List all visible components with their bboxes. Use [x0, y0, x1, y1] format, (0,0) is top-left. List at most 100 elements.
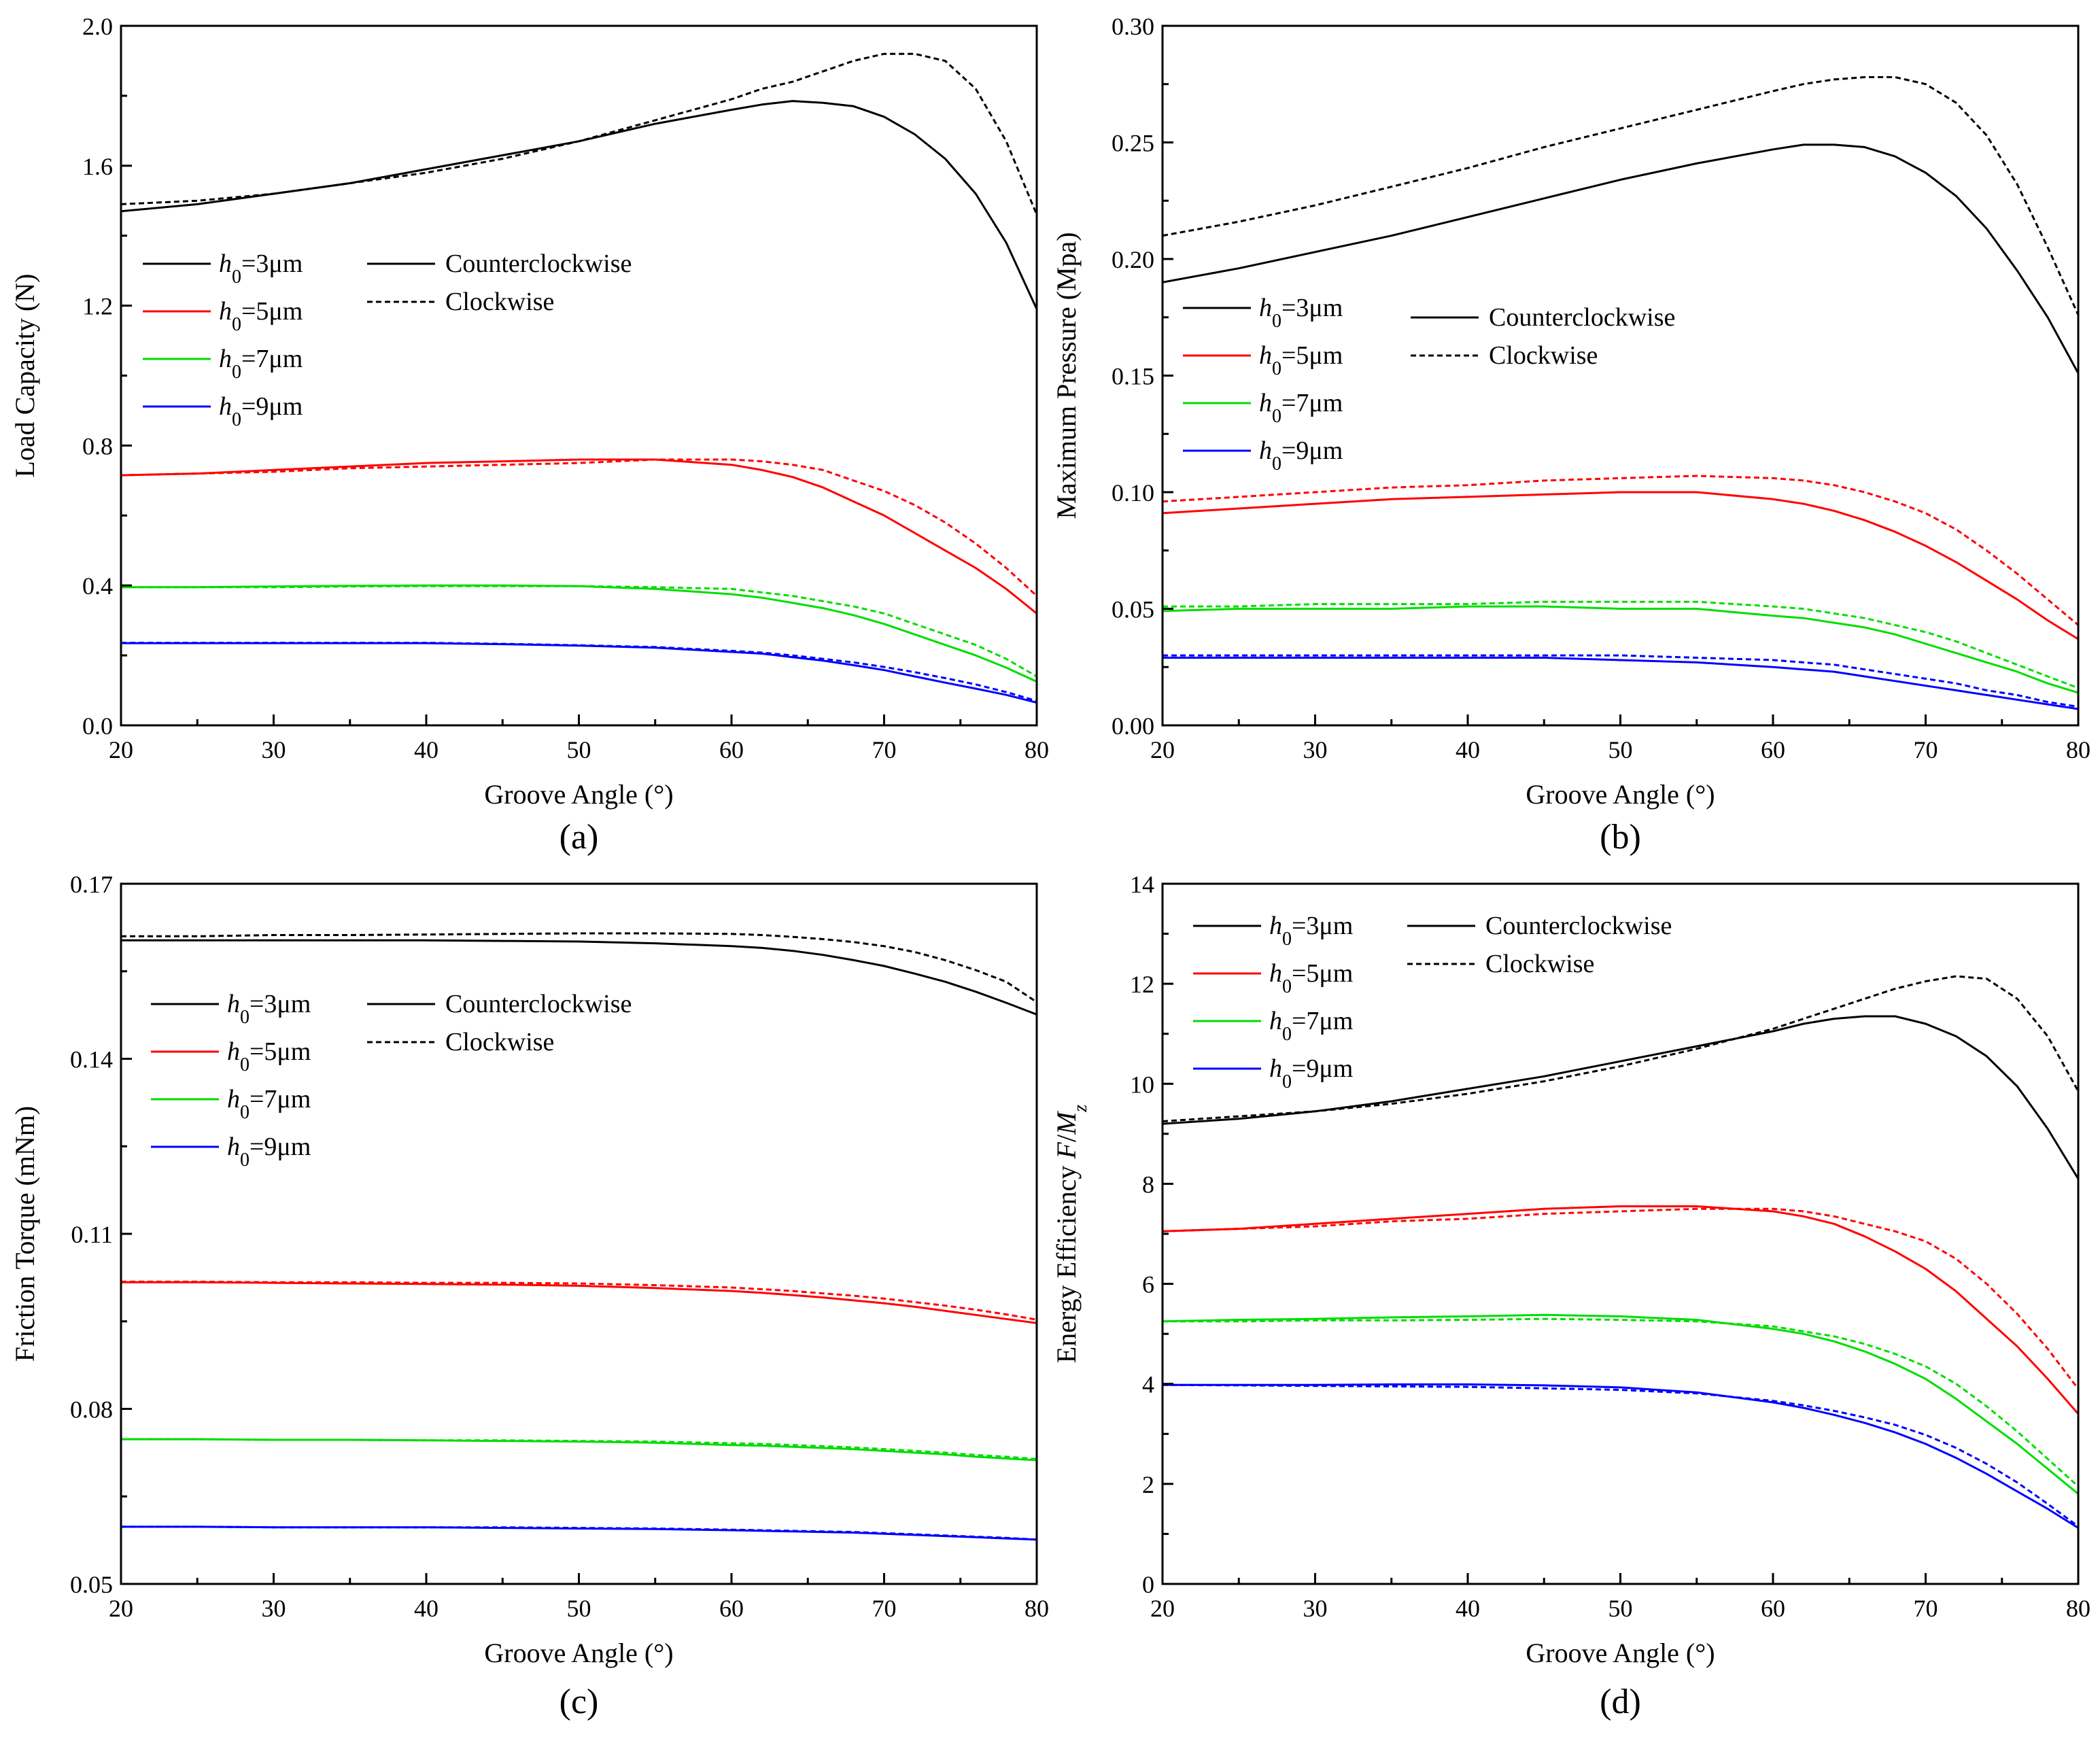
y-tick-label: 0.20 — [1112, 246, 1154, 273]
series-line-7 — [1163, 1383, 2078, 1529]
legend-style-entry: Counterclockwise — [445, 249, 632, 278]
y-axis-title: Load Capacity (N) — [10, 274, 40, 478]
x-tick-label: 20 — [109, 736, 133, 763]
x-tick-label: 70 — [1914, 736, 1938, 763]
legend-entry: h0=5μm — [219, 297, 303, 335]
y-tick-label: 10 — [1130, 1071, 1154, 1098]
series-line-6 — [1163, 1317, 2078, 1487]
x-tick-label: 60 — [1761, 1595, 1785, 1622]
y-tick-label: 0.10 — [1112, 479, 1154, 506]
chart-panel-1: 20 30 40 50 60 70 80 0.0 0.4 0.8 1.2 1.6 2.0 Groove A… — [10, 13, 1049, 857]
series-line-3 — [1163, 1205, 2078, 1415]
y-tick-label: 0.4 — [82, 572, 113, 600]
x-tick-label: 50 — [1608, 736, 1633, 763]
x-tick-label: 40 — [414, 1595, 438, 1622]
series-line-4 — [121, 458, 1037, 597]
plot-frame — [120, 24, 1038, 727]
x-tick-label: 60 — [719, 1595, 744, 1622]
x-tick-label: 50 — [567, 736, 591, 763]
series-line-8 — [1163, 1383, 2078, 1528]
series-line-2 — [1163, 975, 2078, 1122]
series-line-3 — [1163, 491, 2078, 640]
series-line-6 — [121, 1438, 1037, 1460]
series-group — [121, 932, 1037, 1541]
legend: h0=3μm h0=5μm h0=7μm h0=9μm Counterclockwise… — [151, 990, 632, 1171]
legend: h0=3μm h0=5μm h0=7μm h0=9μm Counterclockwise… — [1193, 912, 1672, 1092]
y-tick-label: 0.08 — [70, 1396, 113, 1423]
legend-entry: h0=7μm — [1269, 1007, 1353, 1045]
legend-style-entry: Clockwise — [1485, 950, 1594, 978]
x-tick-label: 20 — [109, 1595, 133, 1622]
panel-label: (a) — [560, 818, 599, 857]
x-tick-label: 40 — [1456, 1595, 1480, 1622]
x-tick-label: 80 — [1025, 1595, 1049, 1622]
series-group — [1163, 76, 2078, 710]
legend-entry: h0=9μm — [219, 392, 303, 430]
series-line-4 — [121, 1280, 1037, 1321]
x-tick-label: 20 — [1150, 736, 1175, 763]
y-tick-label: 2 — [1142, 1471, 1154, 1498]
legend: h0=3μm h0=5μm h0=7μm h0=9μm Counterclockwise… — [143, 249, 632, 430]
x-tick-label: 60 — [1761, 736, 1785, 763]
legend-style-entry: Clockwise — [445, 288, 554, 316]
x-axis-title: Groove Angle (°) — [1526, 1638, 1715, 1668]
y-tick-label: 0.11 — [71, 1221, 113, 1248]
x-tick-label: 50 — [1608, 1595, 1633, 1622]
series-line-3 — [121, 1281, 1037, 1324]
legend-entry: h0=9μm — [1269, 1054, 1353, 1092]
legend-entry: h0=9μm — [1259, 436, 1343, 474]
series-line-7 — [1163, 657, 2078, 710]
series-line-4 — [1163, 1207, 2078, 1390]
legend-entry: h0=5μm — [227, 1037, 311, 1075]
legend-entry: h0=3μm — [1269, 912, 1353, 950]
y-tick-label: 8 — [1142, 1171, 1154, 1198]
legend-entry: h0=7μm — [227, 1085, 311, 1123]
x-tick-label: 70 — [872, 1595, 897, 1622]
x-axis-title: Groove Angle (°) — [484, 779, 673, 810]
legend-entry: h0=7μm — [219, 345, 303, 383]
x-tick-label: 30 — [262, 1595, 286, 1622]
legend-entry: h0=3μm — [227, 990, 311, 1028]
series-group — [1163, 975, 2078, 1529]
y-tick-label: 4 — [1142, 1371, 1154, 1398]
y-tick-label: 0.8 — [82, 432, 113, 460]
series-line-1 — [1163, 1015, 2078, 1179]
series-line-4 — [1163, 474, 2078, 626]
x-tick-label: 30 — [1303, 736, 1328, 763]
y-tick-label: 1.6 — [82, 153, 113, 180]
legend: h0=3μm h0=5μm h0=7μm h0=9μm Counterclockwise… — [1183, 294, 1675, 474]
y-axis-title: Maximum Pressure (Mpa) — [1051, 232, 1082, 519]
legend-style-entry: Counterclockwise — [445, 990, 632, 1018]
chart-panel-3: 20 30 40 50 60 70 80 0.05 0.08 0.11 0.14 0.17 Groove… — [10, 871, 1049, 1721]
y-tick-label: 14 — [1130, 871, 1154, 898]
x-tick-label: 60 — [719, 736, 744, 763]
x-tick-label: 70 — [1914, 1595, 1938, 1622]
x-tick-label: 70 — [872, 736, 897, 763]
chart-panel-2: 20 30 40 50 60 70 80 0.00 0.05 0.10 0.15 0.20 0.25 0.… — [1051, 13, 2090, 857]
y-tick-label: 0.0 — [82, 712, 113, 740]
series-line-8 — [121, 1525, 1037, 1541]
y-tick-label: 6 — [1142, 1271, 1154, 1298]
series-line-1 — [121, 939, 1037, 1016]
y-axis-title: Energy Efficiency F/Mz — [1051, 1105, 1091, 1364]
series-line-5 — [1163, 1313, 2078, 1495]
x-tick-label: 20 — [1150, 1595, 1175, 1622]
legend-entry: h0=7μm — [1259, 389, 1343, 427]
x-axis-title: Groove Angle (°) — [484, 1638, 673, 1668]
y-tick-label: 0.14 — [70, 1046, 113, 1073]
x-tick-label: 30 — [262, 736, 286, 763]
chart-panel-4: 20 30 40 50 60 70 80 0 2 4 6 8 10 12 14 Groove Angle (°… — [1051, 871, 2090, 1721]
x-tick-label: 40 — [414, 736, 438, 763]
legend-style-entry: Counterclockwise — [1489, 303, 1675, 332]
y-tick-label: 0 — [1142, 1571, 1154, 1598]
series-line-5 — [121, 584, 1037, 683]
panel-label: (d) — [1600, 1682, 1641, 1721]
legend-style-entry: Clockwise — [445, 1028, 554, 1056]
series-line-6 — [1163, 600, 2078, 689]
series-group — [121, 52, 1037, 704]
y-tick-label: 0.05 — [70, 1571, 113, 1598]
series-line-2 — [1163, 76, 2078, 315]
y-tick-label: 0.15 — [1112, 363, 1154, 390]
series-line-3 — [121, 458, 1037, 615]
